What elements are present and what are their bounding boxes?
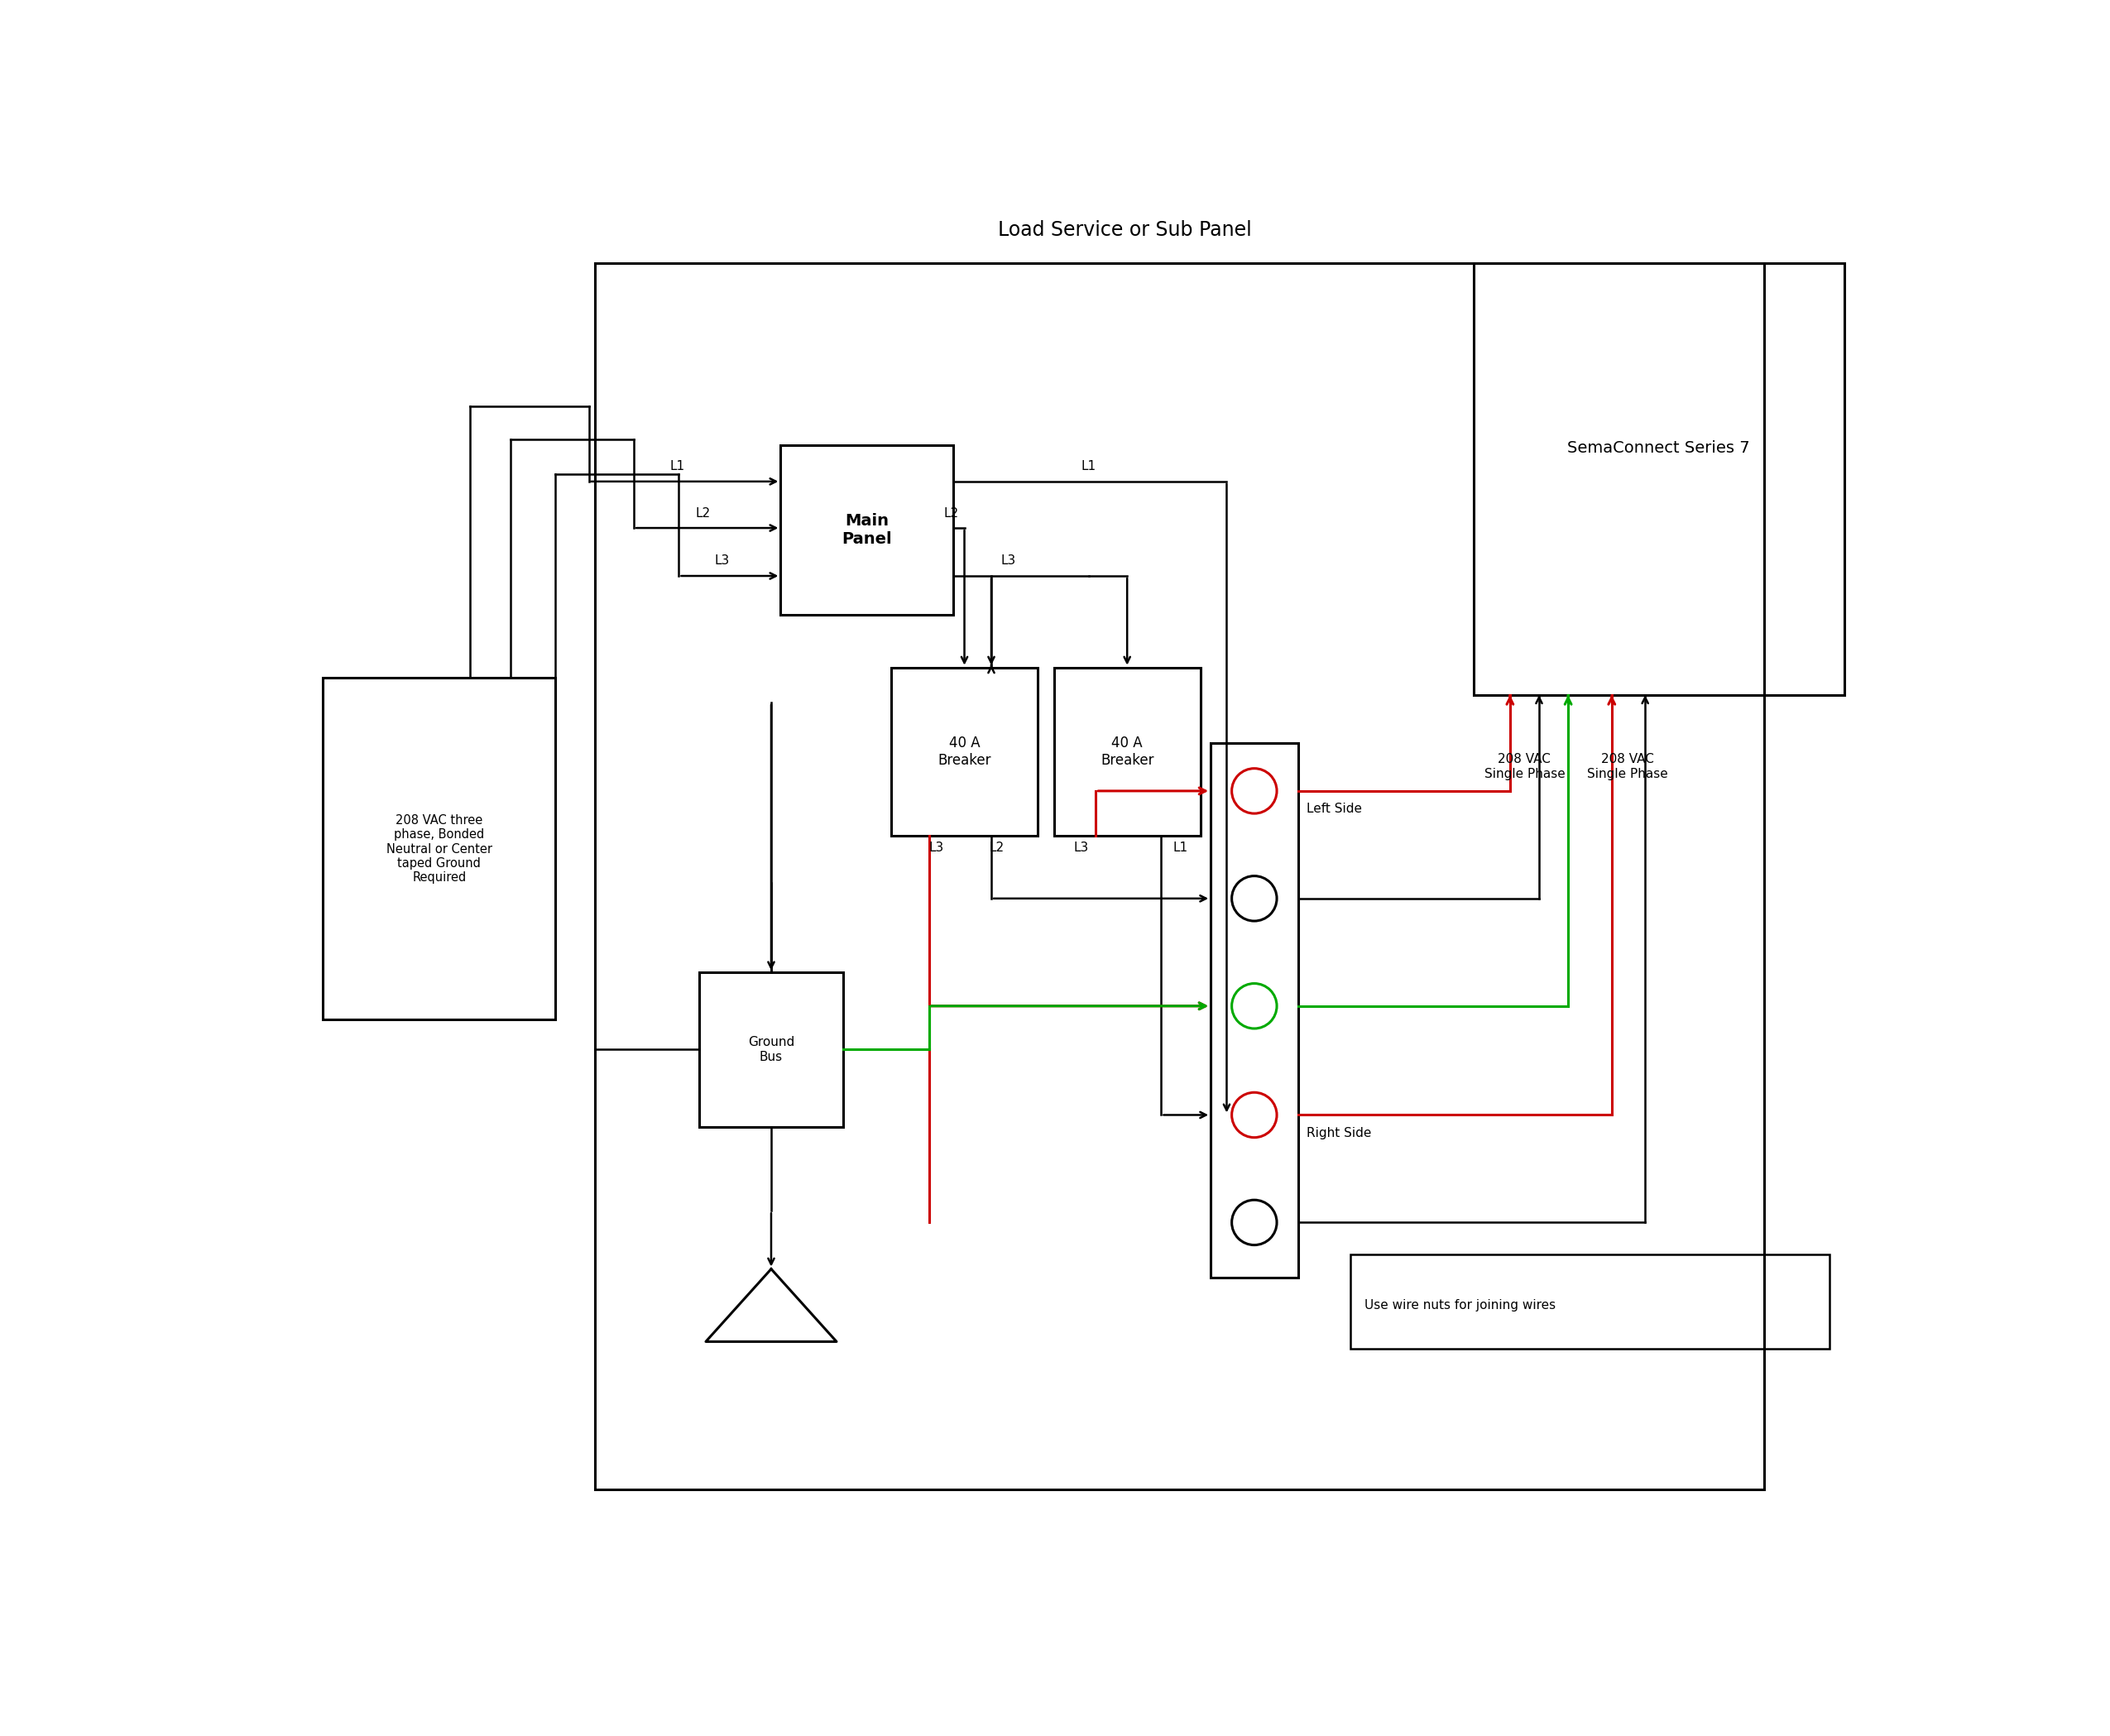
- Bar: [1473, 264, 1844, 694]
- Text: Load Service or Sub Panel: Load Service or Sub Panel: [998, 220, 1251, 240]
- Text: L3: L3: [1074, 842, 1089, 854]
- Bar: [1211, 743, 1298, 1278]
- Text: L3: L3: [928, 842, 943, 854]
- Bar: [595, 264, 1764, 1489]
- Text: L2: L2: [943, 507, 958, 519]
- Bar: [1053, 667, 1201, 837]
- Text: 40 A
Breaker: 40 A Breaker: [1101, 736, 1154, 767]
- Text: Main
Panel: Main Panel: [842, 514, 893, 547]
- Text: L3: L3: [715, 556, 730, 568]
- Text: 208 VAC
Single Phase: 208 VAC Single Phase: [1483, 753, 1566, 779]
- Text: 40 A
Breaker: 40 A Breaker: [937, 736, 992, 767]
- Text: L1: L1: [669, 460, 686, 472]
- Text: L2: L2: [696, 507, 711, 519]
- Text: L3: L3: [1000, 556, 1017, 568]
- Text: 208 VAC
Single Phase: 208 VAC Single Phase: [1587, 753, 1669, 779]
- Text: L1: L1: [1080, 460, 1095, 472]
- Text: SemaConnect Series 7: SemaConnect Series 7: [1568, 441, 1749, 457]
- Text: 208 VAC three
phase, Bonded
Neutral or Center
taped Ground
Required: 208 VAC three phase, Bonded Neutral or C…: [386, 814, 492, 884]
- Bar: [890, 667, 1038, 837]
- Text: Ground
Bus: Ground Bus: [747, 1036, 795, 1062]
- Bar: [1350, 1255, 1829, 1349]
- Text: L1: L1: [1173, 842, 1188, 854]
- Text: Left Side: Left Side: [1306, 802, 1363, 814]
- Bar: [698, 972, 844, 1127]
- Text: Right Side: Right Side: [1306, 1127, 1372, 1139]
- Text: L2: L2: [990, 842, 1004, 854]
- Text: Use wire nuts for joining wires: Use wire nuts for joining wires: [1365, 1299, 1555, 1311]
- Bar: [323, 677, 555, 1019]
- Bar: [781, 444, 954, 615]
